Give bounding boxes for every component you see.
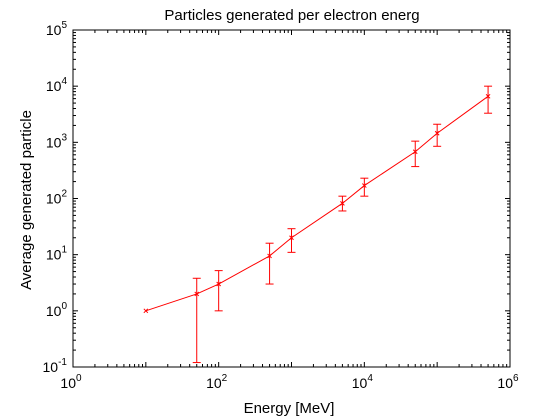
x-tick-label-exponent: 6 — [513, 373, 519, 384]
y-tick-label: 104 — [46, 76, 68, 94]
series-line — [145, 95, 489, 312]
y-tick-label-base: 10 — [46, 247, 62, 263]
data-point-marker — [434, 130, 440, 136]
x-tick-label: 104 — [352, 373, 374, 391]
y-tick-label-base: 10 — [43, 359, 59, 375]
y-tick-label-base: 10 — [46, 191, 62, 207]
y-tick-label: 101 — [46, 245, 68, 263]
y-tick-label-exponent: 4 — [61, 76, 67, 87]
series-layer — [143, 85, 493, 364]
y-tick-label: 10-1 — [43, 357, 68, 375]
y-tick-label-base: 10 — [46, 22, 62, 38]
x-axis-label: Energy [MeV] — [244, 400, 335, 417]
x-tick-label-base: 10 — [497, 375, 513, 391]
y-tick-label-exponent: 1 — [61, 245, 67, 256]
y-tick-label: 102 — [46, 189, 68, 207]
x-tick-label-base: 10 — [352, 375, 368, 391]
data-point-marker — [143, 308, 149, 314]
y-tick-label: 105 — [46, 20, 68, 38]
y-axis-label: Average generated particle — [18, 110, 35, 290]
data-point-marker — [340, 200, 345, 206]
plot-frame — [72, 29, 511, 368]
x-tick-label: 100 — [60, 373, 82, 391]
x-tick-label-base: 10 — [60, 375, 76, 391]
y-tick-label-base: 10 — [46, 303, 62, 319]
y-tick-label: 103 — [46, 132, 68, 150]
data-point-marker — [485, 93, 491, 99]
x-tick-label: 102 — [206, 373, 228, 391]
data-point-marker — [361, 183, 367, 188]
data-point-marker — [194, 291, 200, 297]
data-point-marker — [412, 149, 418, 155]
y-tick-label-exponent: 5 — [61, 20, 67, 31]
x-tick-label-exponent: 2 — [222, 373, 228, 384]
x-axis-ticks: 100 102 104 106 — [60, 30, 519, 391]
y-tick-label-exponent: 2 — [61, 189, 67, 200]
x-tick-label: 106 — [497, 373, 519, 391]
plot-area — [72, 29, 511, 368]
x-tick-label-base: 10 — [206, 375, 222, 391]
y-tick-label-base: 10 — [46, 134, 62, 150]
data-point-marker — [216, 281, 222, 287]
x-tick-label-exponent: 4 — [367, 373, 373, 384]
y-tick-label-exponent: 3 — [61, 132, 67, 143]
data-point-marker — [267, 253, 272, 259]
y-tick-label-exponent: -1 — [58, 357, 67, 368]
y-tick-label-base: 10 — [46, 78, 62, 94]
chart-title: Particles generated per electron energ — [164, 7, 419, 24]
data-point-marker — [289, 235, 294, 241]
y-tick-label: 100 — [46, 301, 68, 319]
y-tick-label-exponent: 0 — [61, 301, 67, 312]
x-tick-label-exponent: 0 — [76, 373, 82, 384]
